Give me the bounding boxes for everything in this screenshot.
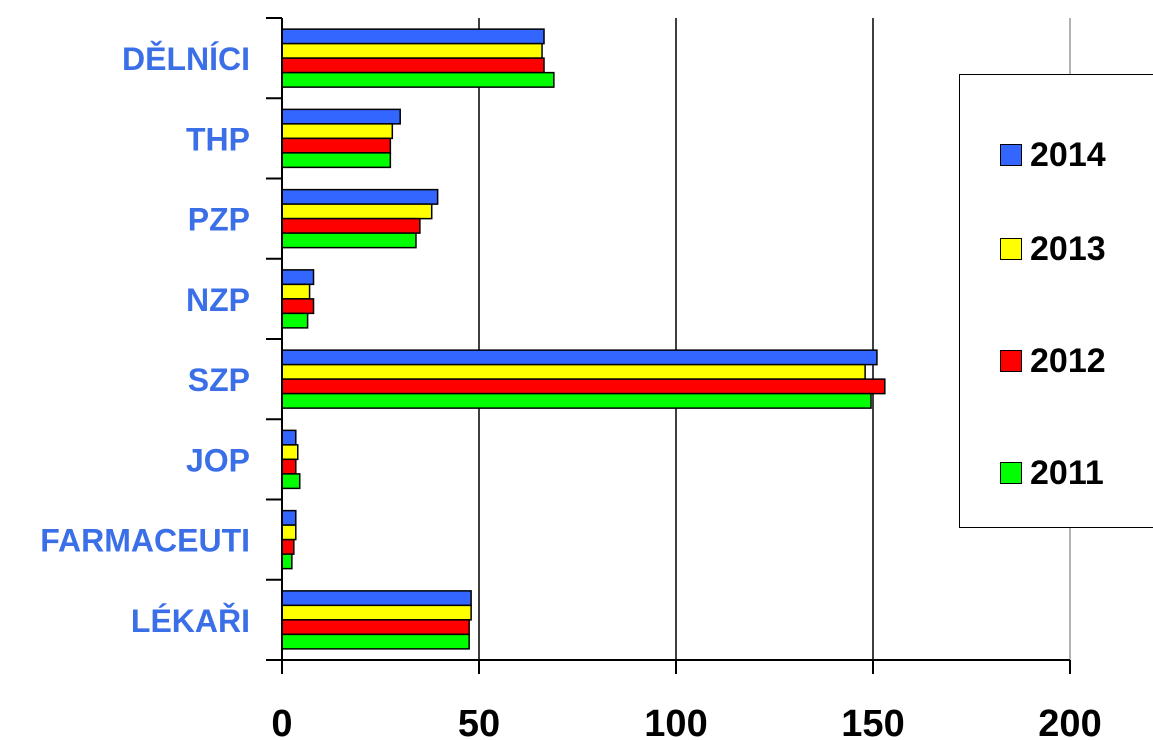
bar-2013-4 [281, 363, 866, 380]
bar-2014-3 [281, 269, 315, 286]
bar-2011-1 [281, 152, 392, 169]
bar-2014-4 [281, 349, 878, 366]
category-label-7: LÉKAŘI [131, 603, 250, 639]
category-label-1: THP [186, 121, 250, 157]
legend-item-2013: 2013 [1000, 229, 1106, 269]
legend-item-2014: 2014 [1000, 135, 1106, 175]
bar-2012-2 [281, 217, 421, 234]
x-tick-label-0: 0 [271, 703, 292, 740]
category-label-0: DĚLNÍCI [122, 41, 250, 77]
bar-2011-3 [281, 312, 309, 329]
category-label-6: FARMACEUTI [40, 523, 250, 559]
bar-2012-3 [281, 298, 315, 315]
axes [266, 17, 1071, 674]
bar-2014-0 [281, 28, 545, 45]
x-tick-label-200: 200 [1038, 703, 1101, 740]
bar-2012-5 [281, 458, 297, 475]
bars [281, 28, 886, 650]
legend-label-2012: 2012 [1030, 341, 1106, 380]
legend-swatch-2012 [1000, 350, 1022, 372]
x-tick-label-100: 100 [644, 703, 707, 740]
x-tick-label-150: 150 [841, 703, 904, 740]
category-label-2: PZP [188, 202, 250, 238]
bar-2012-0 [281, 57, 545, 74]
bar-2013-7 [281, 604, 472, 621]
bar-2012-4 [281, 378, 886, 395]
bar-2012-7 [281, 619, 470, 636]
bar-2011-4 [281, 392, 872, 409]
legend-label-2013: 2013 [1030, 229, 1106, 268]
legend-label-2011: 2011 [1030, 453, 1104, 492]
bar-2013-0 [281, 42, 543, 59]
category-label-4: SZP [188, 362, 250, 398]
category-labels: DĚLNÍCI THP PZP NZP SZP JOP FARMACEUTI LÉKAŘI [40, 41, 250, 639]
bar-2014-5 [281, 429, 297, 446]
legend-swatch-2011 [1000, 462, 1022, 484]
x-tick-label-50: 50 [458, 703, 500, 740]
bar-2012-1 [281, 137, 392, 154]
bar-2011-0 [281, 71, 555, 88]
bar-2011-6 [281, 553, 293, 570]
x-tick-labels: 0 50 100 150 200 [271, 703, 1101, 740]
bar-2013-2 [281, 203, 433, 220]
legend-item-2012: 2012 [1000, 341, 1106, 381]
bar-2013-5 [281, 444, 299, 461]
category-label-3: NZP [186, 282, 250, 318]
category-label-5: JOP [186, 442, 250, 478]
bar-2014-7 [281, 590, 472, 607]
bar-2011-2 [281, 232, 417, 249]
bar-2014-1 [281, 108, 401, 125]
bar-2012-6 [281, 538, 295, 555]
bar-2013-1 [281, 123, 394, 140]
legend-swatch-2013 [1000, 238, 1022, 260]
legend-label-2014: 2014 [1030, 135, 1106, 174]
legend: 2014 2013 2012 2011 [959, 74, 1153, 528]
legend-swatch-2014 [1000, 144, 1022, 166]
legend-item-2011: 2011 [1000, 453, 1104, 493]
bar-2014-6 [281, 509, 297, 526]
bar-2013-6 [281, 524, 297, 541]
bar-2011-5 [281, 473, 301, 490]
bar-2011-7 [281, 633, 470, 650]
bar-2014-2 [281, 188, 439, 205]
bar-2013-3 [281, 283, 311, 300]
